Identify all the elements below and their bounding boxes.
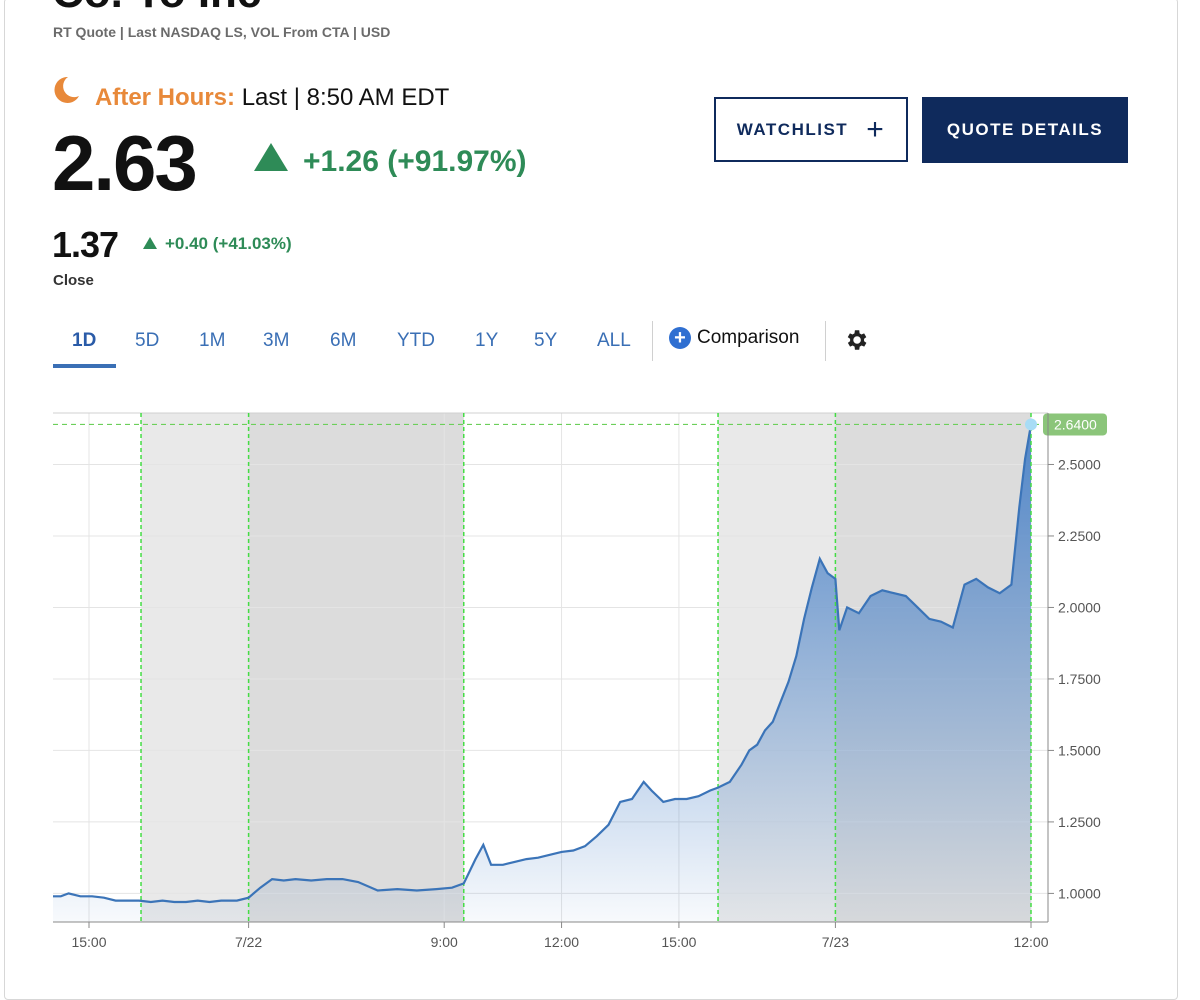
quote-source-subtitle: RT Quote | Last NASDAQ LS, VOL From CTA …	[53, 24, 391, 40]
active-tab-underline	[53, 364, 116, 368]
y-tick-label: 2.2500	[1058, 528, 1101, 544]
tab-5y[interactable]: 5Y	[534, 330, 558, 351]
quote-details-button[interactable]: QUOTE DETAILS	[922, 97, 1128, 163]
range-tabs: 1D 5D 1M 3M 6M YTD 1Y 5Y ALL	[53, 318, 873, 368]
close-change: +0.40 (+41.03%)	[165, 234, 292, 253]
x-tick-label: 9:00	[431, 934, 458, 950]
last-price-tag	[1043, 413, 1107, 436]
watchlist-label: WATCHLIST	[736, 119, 849, 139]
x-tick-label: 15:00	[71, 934, 106, 950]
plus-circle-icon: +	[669, 327, 691, 349]
tab-5d[interactable]: 5D	[135, 330, 160, 351]
after-hours-label: After Hours:	[95, 84, 236, 111]
tab-1d[interactable]: 1D	[72, 330, 97, 351]
after-hours-change: +1.26 (+91.97%)	[303, 145, 527, 178]
price-line	[53, 424, 1033, 904]
y-tick-label: 1.5000	[1058, 742, 1101, 758]
tab-divider	[825, 321, 826, 361]
price-area	[53, 424, 1031, 922]
close-price: 1.37	[52, 224, 119, 265]
comparison-label: Comparison	[697, 327, 800, 348]
after-hours-row: After Hours: Last | 8:50 AM EDT	[95, 84, 449, 112]
plus-icon: +	[866, 112, 886, 146]
last-price-label: 2.6400	[1054, 416, 1097, 432]
tab-6m[interactable]: 6M	[330, 330, 357, 351]
price-chart[interactable]: 2.6400 1.0000 1.2500 1.5000 1.7500 2.0000 2.2…	[0, 400, 1200, 960]
up-arrow-icon	[254, 143, 288, 171]
comparison-button[interactable]: + Comparison	[669, 327, 799, 349]
y-tick-label: 1.2500	[1058, 814, 1101, 830]
x-tick-label: 12:00	[1013, 934, 1048, 950]
x-tick-label: 15:00	[661, 934, 696, 950]
tab-3m[interactable]: 3M	[263, 330, 290, 351]
x-tick-label: 12:00	[544, 934, 579, 950]
tab-divider	[652, 321, 653, 361]
tab-ytd[interactable]: YTD	[397, 330, 435, 351]
after-hours-time: Last | 8:50 AM EDT	[241, 84, 450, 111]
tab-1y[interactable]: 1Y	[475, 330, 499, 351]
y-tick-label: 1.0000	[1058, 885, 1101, 901]
y-tick-label: 2.0000	[1058, 599, 1101, 615]
after-hours-price: 2.63	[52, 119, 198, 207]
company-title: Co. To Inc	[52, 0, 261, 18]
tab-all[interactable]: ALL	[597, 330, 631, 351]
up-arrow-small-icon	[143, 237, 157, 249]
y-tick-label: 2.5000	[1058, 456, 1101, 472]
overnight-shade	[248, 413, 464, 922]
x-tick-label: 7/22	[235, 934, 262, 950]
moon-icon	[54, 76, 79, 103]
tab-1m[interactable]: 1M	[199, 330, 226, 351]
x-tick-label: 7/23	[822, 934, 849, 950]
last-price-dot	[1025, 418, 1037, 431]
gear-icon[interactable]	[843, 327, 869, 353]
y-tick-label: 1.7500	[1058, 671, 1101, 687]
watchlist-button[interactable]: WATCHLIST +	[714, 97, 908, 162]
close-label: Close	[53, 272, 94, 289]
